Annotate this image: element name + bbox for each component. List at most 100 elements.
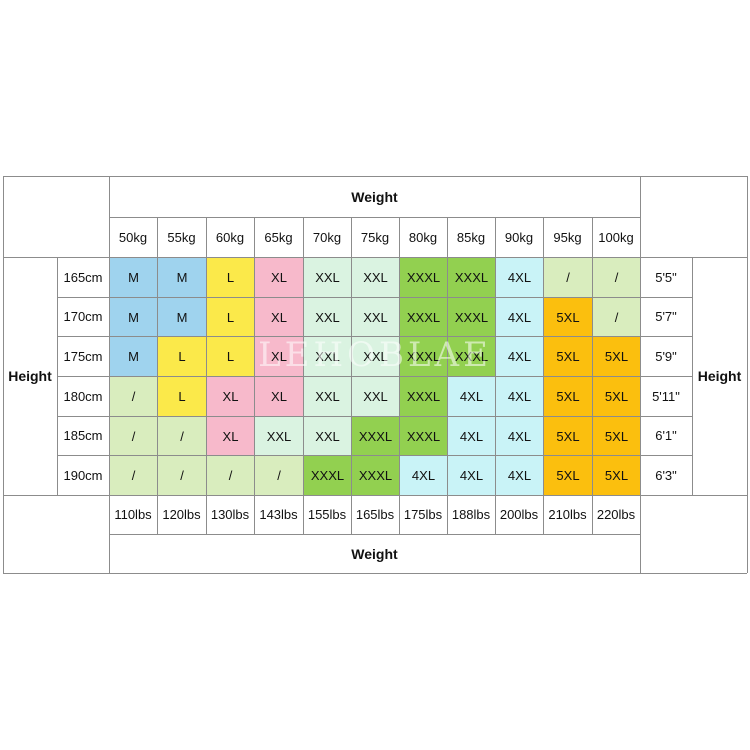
height-ft-label: 5'5" — [655, 269, 677, 285]
size-cell: 5XL — [544, 456, 592, 495]
grid-line — [303, 257, 304, 495]
weight-kg-label: 50kg — [118, 229, 148, 245]
grid-line — [447, 257, 448, 495]
grid-line — [543, 217, 544, 257]
height-ft-label: 6'3" — [655, 467, 677, 483]
size-cell: / — [593, 298, 640, 336]
size-cell: XXXL — [304, 456, 351, 495]
weight-lbs-label: 210lbs — [548, 507, 587, 522]
size-cell: XL — [207, 417, 254, 455]
height-cm-label: 185cm — [63, 428, 103, 443]
size-cell: XXL — [304, 258, 351, 297]
size-cell: 5XL — [593, 337, 640, 376]
size-cell: L — [207, 337, 254, 376]
weight-kg-label: 65kg — [264, 229, 293, 245]
size-cell: / — [255, 456, 303, 495]
size-cell: M — [110, 337, 157, 376]
size-cell: / — [158, 417, 206, 455]
height-cm-label: 180cm — [63, 388, 103, 404]
size-cell: XXL — [304, 377, 351, 416]
size-cell: / — [207, 456, 254, 495]
height-ft-label: 5'7" — [655, 309, 677, 324]
size-cell: XXL — [352, 258, 399, 297]
weight-title-top: Weight — [351, 188, 398, 205]
size-cell: / — [593, 258, 640, 297]
size-cell: M — [158, 258, 206, 297]
size-cell: 5XL — [593, 456, 640, 495]
grid-line — [447, 495, 448, 534]
weight-lbs-label: 175lbs — [403, 507, 443, 522]
grid-line — [3, 257, 747, 258]
size-cell: 4XL — [496, 298, 543, 336]
grid-line — [495, 257, 496, 495]
grid-line — [109, 534, 640, 535]
grid-line — [447, 217, 448, 257]
height-ft-label: 6'1" — [655, 428, 677, 443]
grid-line — [57, 336, 692, 337]
grid-line — [351, 257, 352, 495]
size-cell: M — [110, 298, 157, 336]
grid-line — [3, 176, 4, 573]
size-cell: XL — [255, 298, 303, 336]
grid-line — [692, 257, 693, 495]
height-cm-label: 165cm — [63, 269, 103, 285]
size-cell: XL — [255, 377, 303, 416]
size-cell: L — [207, 298, 254, 336]
size-cell: 5XL — [593, 377, 640, 416]
size-cell: / — [544, 258, 592, 297]
grid-line — [157, 217, 158, 257]
size-cell: XXL — [352, 377, 399, 416]
weight-lbs-label: 120lbs — [162, 507, 201, 522]
size-cell: 4XL — [496, 337, 543, 376]
weight-lbs-label: 220lbs — [596, 507, 636, 522]
weight-kg-label: 70kg — [312, 229, 342, 245]
size-cell: XXL — [352, 337, 399, 376]
grid-line — [57, 416, 692, 417]
weight-lbs-label: 130lbs — [210, 507, 250, 522]
size-cell: XXXL — [448, 258, 495, 297]
grid-line — [640, 176, 641, 573]
size-cell: 4XL — [496, 417, 543, 455]
size-cell: / — [158, 456, 206, 495]
height-cm-label: 170cm — [63, 309, 103, 324]
weight-lbs-label: 155lbs — [307, 507, 347, 522]
size-cell: M — [158, 298, 206, 336]
size-cell: L — [158, 377, 206, 416]
size-cell: M — [110, 258, 157, 297]
size-cell: 5XL — [544, 298, 592, 336]
size-cell: 5XL — [593, 417, 640, 455]
weight-title-bottom: Weight — [351, 545, 398, 562]
grid-line — [495, 495, 496, 534]
size-cell: / — [110, 377, 157, 416]
grid-line — [57, 455, 692, 456]
size-cell: XXXL — [448, 298, 495, 336]
grid-line — [303, 217, 304, 257]
size-cell: XXL — [304, 298, 351, 336]
size-cell: 5XL — [544, 377, 592, 416]
weight-kg-label: 75kg — [360, 229, 390, 245]
grid-line — [399, 495, 400, 534]
weight-kg-label: 55kg — [167, 229, 196, 245]
height-ft-label: 5'11" — [652, 388, 680, 404]
size-cell: XXXL — [400, 258, 447, 297]
grid-line — [254, 257, 255, 495]
grid-line — [206, 217, 207, 257]
height-title-left: Height — [8, 368, 52, 384]
size-cell: 4XL — [448, 456, 495, 495]
size-cell: XXL — [352, 298, 399, 336]
height-ft-label: 5'9" — [655, 348, 677, 364]
grid-line — [157, 257, 158, 495]
size-cell: 5XL — [544, 417, 592, 455]
weight-kg-label: 100kg — [598, 229, 634, 245]
grid-line — [57, 376, 692, 377]
size-cell: XXXL — [352, 456, 399, 495]
grid-line — [254, 495, 255, 534]
grid-line — [3, 495, 747, 496]
weight-lbs-label: 165lbs — [355, 507, 395, 522]
weight-kg-label: 90kg — [504, 229, 534, 245]
size-cell: XXXL — [400, 417, 447, 455]
weight-kg-label: 80kg — [408, 229, 438, 245]
weight-kg-label: 95kg — [553, 229, 582, 245]
size-cell: XXXL — [352, 417, 399, 455]
